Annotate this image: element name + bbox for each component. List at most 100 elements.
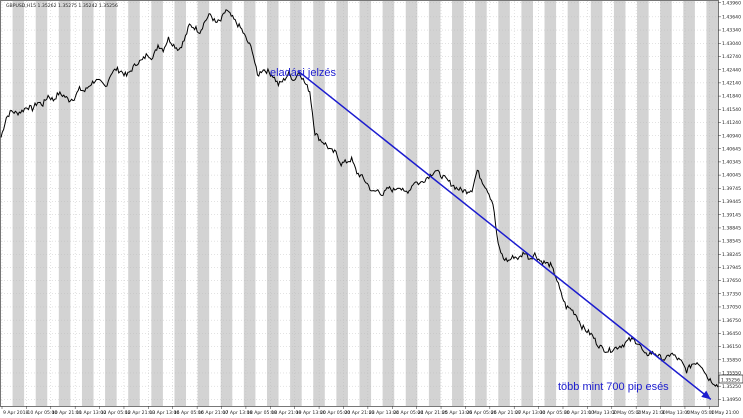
y-tick-label: 1.43040 <box>722 41 741 47</box>
x-tick-label: 3 May 13:00 <box>662 410 691 416</box>
y-tick-label: 1.36150 <box>722 344 741 350</box>
x-tick-label: 2 May 05:00 <box>613 410 642 416</box>
y-tick-label: 1.37350 <box>722 291 741 297</box>
session-band <box>613 1 626 406</box>
session-band <box>313 1 325 406</box>
y-tick-label: 1.37945 <box>722 265 741 271</box>
drop-annotation: több mint 700 pip esés <box>558 381 669 393</box>
session-band <box>452 1 464 406</box>
y-tick-label: 1.37650 <box>722 278 741 284</box>
y-tick-label: 1.35550 <box>722 371 741 377</box>
session-band <box>521 1 533 406</box>
session-band <box>428 1 441 406</box>
session-band <box>151 1 163 406</box>
x-tick-label: 10 Apr 05:00 <box>27 410 57 416</box>
y-tick-label: 1.38545 <box>722 239 741 245</box>
y-tick-label: 1.42440 <box>722 67 741 73</box>
y-tick-label: 1.40045 <box>722 173 741 179</box>
sell-signal-annotation: eladási jelzés <box>270 67 337 79</box>
session-band <box>382 1 395 406</box>
x-tick-label: 24 Apr 05:00 <box>393 410 423 416</box>
y-tick-label: 1.39145 <box>722 212 741 218</box>
session-band <box>405 1 418 406</box>
y-tick-label: 1.38845 <box>722 226 741 232</box>
x-tick-label: 19 Apr 13:00 <box>296 410 326 416</box>
session-bands <box>12 1 718 406</box>
y-tick-label: 1.42740 <box>722 54 741 60</box>
x-tick-label: 17 Apr 13:00 <box>223 410 253 416</box>
x-tick-label: 10 Apr 21:00 <box>52 410 82 416</box>
y-tick-label: 1.40645 <box>722 146 741 152</box>
x-tick-label: 9 Apr 2018 <box>3 410 29 416</box>
y-tick-label: 1.40940 <box>722 133 741 139</box>
session-band <box>105 1 117 406</box>
x-tick-label: 18 Apr 21:00 <box>271 410 301 416</box>
x-tick-label: 1 May 13:00 <box>588 410 617 416</box>
x-tick-label: 13 Apr 13:00 <box>149 410 179 416</box>
session-band <box>637 1 649 406</box>
session-band <box>336 1 348 406</box>
x-tick-label: 11 Apr 13:00 <box>76 410 106 416</box>
y-tick-label: 1.42140 <box>722 80 741 86</box>
y-tick-label: 1.34950 <box>722 397 741 403</box>
y-tick-label: 1.36750 <box>722 318 741 324</box>
session-band <box>81 1 94 406</box>
current-price-tag: 1.35256 <box>718 374 743 384</box>
session-band <box>58 1 71 406</box>
session-band <box>266 1 279 406</box>
x-tick-label: 20 Apr 21:00 <box>344 410 374 416</box>
session-band <box>174 1 187 406</box>
x-tick-label: 24 Apr 21:00 <box>418 410 448 416</box>
x-tick-label: 4 May 21:00 <box>710 410 739 416</box>
session-band <box>35 1 48 406</box>
x-tick-label: 26 Apr 21:00 <box>491 410 521 416</box>
y-tick-label: 1.41840 <box>722 94 741 100</box>
x-tick-label: 16 Apr 05:00 <box>174 410 204 416</box>
y-tick-label: 1.39445 <box>722 199 741 205</box>
y-tick-label: 1.43340 <box>722 28 741 34</box>
session-band <box>197 1 210 406</box>
gridlines <box>1 1 718 406</box>
session-band <box>498 1 510 406</box>
session-band <box>475 1 487 406</box>
y-tick-label: 1.37050 <box>722 305 741 311</box>
y-tick-label: 1.36450 <box>722 331 741 337</box>
session-band <box>290 1 302 406</box>
symbol-header: GBPUSD,H15 1.35262 1.35275 1.35242 1.352… <box>6 3 118 9</box>
y-tick-label: 1.40345 <box>722 159 741 165</box>
x-tick-label: 12 Apr 21:00 <box>125 410 155 416</box>
price-axis: 1.43960 1.43640 1.43340 1.43040 1.42740 1.424… <box>718 0 741 403</box>
y-tick-label: 1.35250 <box>722 384 741 390</box>
y-tick-label: 1.39745 <box>722 186 741 192</box>
trend-arrowhead-icon <box>701 390 711 400</box>
y-tick-label: 1.38245 <box>722 252 741 258</box>
session-band <box>660 1 672 406</box>
x-tick-label: 30 Apr 21:00 <box>564 410 594 416</box>
x-tick-label: 26 Apr 05:00 <box>466 410 496 416</box>
session-band <box>544 1 557 406</box>
x-tick-label: 27 Apr 13:00 <box>515 410 545 416</box>
x-tick-label: 25 Apr 13:00 <box>442 410 472 416</box>
trend-arrow-line <box>298 70 712 400</box>
x-tick-label: 20 Apr 05:00 <box>320 410 350 416</box>
x-tick-label: 23 Apr 13:00 <box>369 410 399 416</box>
session-band <box>243 1 256 406</box>
session-band <box>220 1 233 406</box>
x-tick-label: 2 May 21:00 <box>637 410 666 416</box>
plot-frame <box>0 0 719 407</box>
x-tick-label: 18 Apr 05:00 <box>247 410 277 416</box>
y-tick-label: 1.43960 <box>722 0 741 6</box>
y-tick-label: 1.41240 <box>722 120 741 126</box>
session-band <box>590 1 603 406</box>
session-band <box>706 1 718 406</box>
session-band <box>567 1 580 406</box>
x-tick-label: 16 Apr 21:00 <box>198 410 228 416</box>
y-tick-label: 1.43640 <box>722 14 741 20</box>
session-band <box>683 1 695 406</box>
price-line <box>0 9 719 388</box>
x-tick-label: 4 May 05:00 <box>686 410 715 416</box>
session-band <box>12 1 25 406</box>
